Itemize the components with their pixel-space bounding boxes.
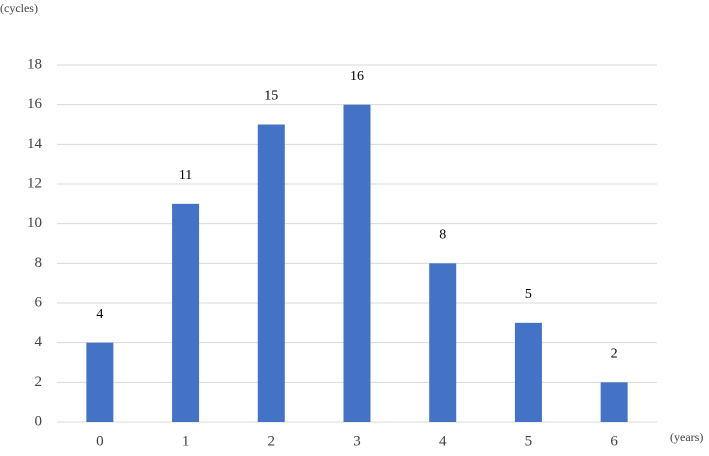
y-tick-label: 6 — [35, 294, 43, 310]
bar — [600, 382, 628, 422]
x-tick-label: 1 — [182, 433, 190, 449]
y-axis-label: (cycles) — [0, 1, 38, 15]
y-tick-label: 8 — [35, 255, 43, 271]
data-label: 4 — [96, 307, 103, 322]
data-label: 11 — [179, 168, 192, 183]
data-label: 5 — [525, 287, 532, 302]
y-tick-label: 18 — [27, 56, 42, 72]
x-axis-label: (years) — [670, 430, 703, 444]
data-label: 2 — [611, 347, 618, 362]
x-tick-label: 6 — [610, 433, 618, 449]
data-label: 16 — [350, 69, 364, 84]
y-tick-label: 2 — [35, 374, 43, 390]
y-tick-label: 16 — [27, 96, 43, 112]
x-tick-label: 4 — [439, 433, 447, 449]
y-tick-label: 0 — [35, 413, 43, 429]
x-tick-label: 5 — [525, 433, 533, 449]
bar — [429, 263, 457, 422]
data-label: 8 — [439, 228, 446, 243]
x-tick-label: 3 — [353, 433, 361, 449]
bar — [343, 104, 371, 423]
x-tick-label: 0 — [96, 433, 104, 449]
bar — [172, 203, 200, 422]
data-label: 15 — [264, 89, 278, 104]
y-tick-label: 10 — [27, 215, 42, 231]
y-tick-label: 4 — [35, 334, 43, 350]
y-tick-label: 14 — [27, 136, 43, 152]
y-tick-label: 12 — [27, 175, 42, 191]
bar — [514, 322, 542, 422]
bar — [257, 124, 285, 422]
bar — [86, 342, 114, 422]
x-tick-label: 2 — [268, 433, 276, 449]
